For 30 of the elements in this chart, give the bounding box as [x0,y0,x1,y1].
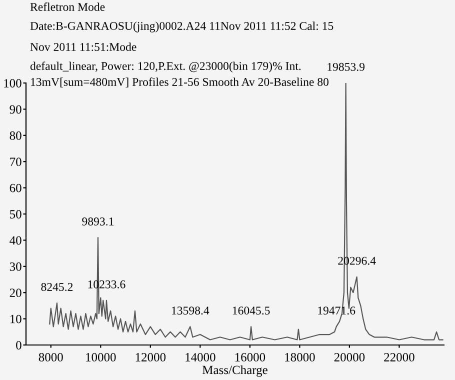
annotation: 16045.5 [232,306,270,315]
y-tick-label: 10 [10,314,22,324]
y-tick-label: 80 [10,131,22,140]
y-tick-label: 60 [10,184,22,192]
y-tick-label: 70 [10,158,22,166]
annotation: 13598.4 [172,306,210,315]
y-tick-label: 0 [16,341,22,350]
annotation: 9893.1 [82,217,114,226]
annotation: 8245.2 [41,282,73,292]
y-tick-label: 30 [10,262,22,271]
y-tick-label: 100 [4,79,22,88]
annotation: 13mV[sum=480mV] Profiles 21-56 Smooth Av 20-Baseline 80 [31,78,328,88]
x-tick-label: 20000 [334,353,365,362]
x-tick-label: 10000 [86,353,116,362]
x-axis-title: Mass/Charge [202,365,268,377]
x-tick-label: 18000 [285,353,315,362]
y-tick-label: 50 [10,210,22,218]
x-tick-label: 14000 [186,353,216,362]
x-tick-label: 22000 [384,353,414,362]
text: Date:B-GANRAOSU(jing)0002.A24 11Nov 2011 11:52 Cal: 15 [30,22,334,32]
y-tick-label: 20 [10,288,22,298]
x-tick-label: 8000 [38,353,63,362]
x-tick-label: 16000 [235,353,266,362]
text: default_linear, Power: 120,P.Ext. @23000(bin 179)% Int. [30,62,301,72]
y-tick-label: 90 [10,105,22,114]
y-tick-label: 40 [10,236,22,245]
x-tick-label: 12000 [136,353,166,362]
text: Nov 2011 11:51:Mode [30,42,136,52]
annotation: 19853.9 [328,62,365,71]
text: Refletron Mode [30,2,105,11]
